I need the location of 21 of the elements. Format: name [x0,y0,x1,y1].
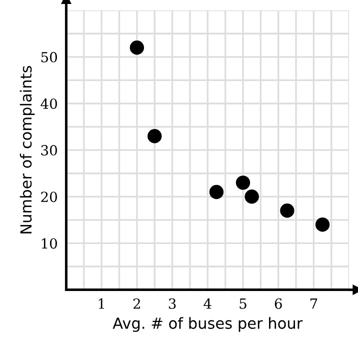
point [209,184,224,200]
x-tick-label: 1 [98,298,104,309]
y-tick-label: 40 [40,98,57,109]
x-tick-label: 4 [204,298,212,309]
x-tick-label: 7 [310,298,318,309]
x-tick-label: 2 [133,298,140,309]
y-axis-title: Number of complaints [20,66,35,234]
x-axis-title: Avg. # of buses per hour [112,317,303,332]
point [236,176,250,190]
point [280,204,294,218]
x-tick-label: 6 [274,298,282,309]
y-tick-label: 30 [41,145,57,156]
y-tick-label: 20 [41,192,57,202]
x-tick-label: 5 [240,298,246,309]
point [244,190,259,204]
x-tick-label: 3 [168,298,176,309]
point [315,217,330,232]
point [148,129,162,144]
y-tick-label: 10 [42,238,57,249]
point [130,40,144,55]
y-tick-label: 50 [41,52,57,62]
